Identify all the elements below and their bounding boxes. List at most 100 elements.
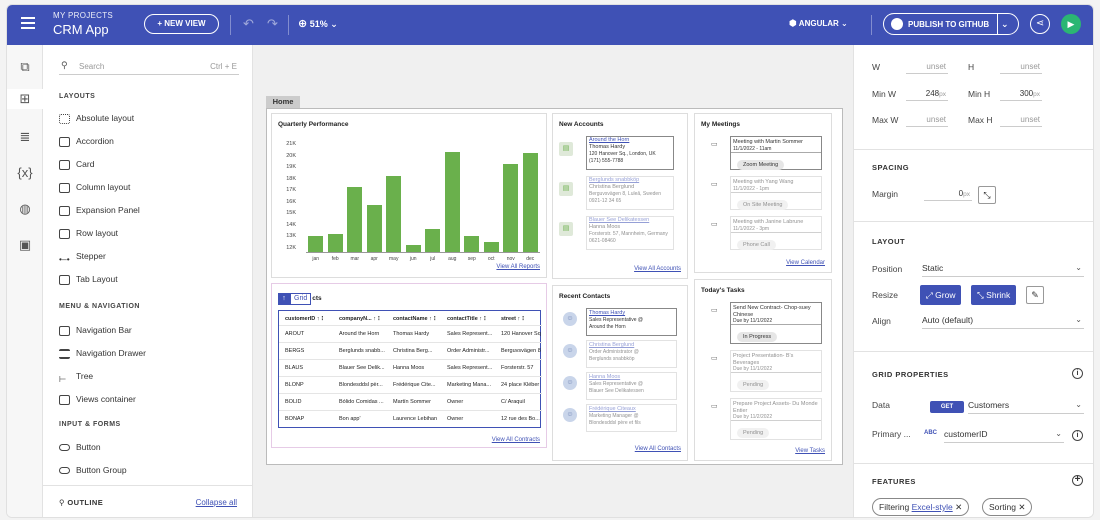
component-stepper[interactable]: •–• Stepper <box>59 249 106 264</box>
list-item[interactable]: ▭ Project Presentation- B's Beverages Due … <box>701 350 823 394</box>
meeting-type-chip[interactable]: Zoom Meeting <box>737 160 785 170</box>
list-item[interactable]: ▭ Meeting with Janine Labrune 11/1/2022 - … <box>701 216 823 252</box>
meetings-card[interactable]: My Meetings ▭ Meeting with Martin Sommer 1… <box>694 113 832 273</box>
new-view-button[interactable]: + NEW VIEW <box>144 14 219 34</box>
list-item[interactable]: ▤ Berglunds snabbköp Christina Berglund Ber… <box>559 176 675 212</box>
view-contacts-link[interactable]: View All Contacts <box>634 446 681 452</box>
min-width-field[interactable]: 248px <box>906 89 948 101</box>
framework-select[interactable]: ⬢ ANGULAR ⌄ <box>789 18 848 29</box>
list-item[interactable]: ☺ Thomas Hardy Sales Representative @ Aroun… <box>559 308 679 338</box>
tasks-card[interactable]: Today's Tasks ▭ Send New Contract- Chop-s… <box>694 279 832 461</box>
list-item[interactable]: ▭ Meeting with Martin Sommer 11/1/2022 - 1… <box>701 136 823 172</box>
excel-style-link[interactable]: Excel-style <box>911 502 953 512</box>
assets-icon[interactable]: ▣ <box>18 237 32 252</box>
component-views-container[interactable]: Views container <box>59 392 136 406</box>
table-row[interactable]: BERGS Berglunds snabb... Christina Berg...… <box>279 342 542 359</box>
variables-icon[interactable]: {x} <box>17 165 33 180</box>
component-navigation-drawer[interactable]: Navigation Drawer <box>59 346 146 360</box>
component-column-layout[interactable]: Column layout <box>59 180 130 194</box>
play-icon[interactable]: ▶ <box>1061 14 1081 34</box>
info-icon[interactable]: i <box>1072 430 1083 441</box>
component-tree[interactable]: ⊢ Tree <box>59 369 93 384</box>
table-row[interactable]: BLAUS Blauer See Delik... Hanna Moos Sales … <box>279 359 542 376</box>
sorting-chip[interactable]: Sorting ✕ <box>982 498 1033 516</box>
table-row[interactable]: AROUT Around the Horn Thomas Hardy Sales Re… <box>279 325 542 342</box>
meeting-type-chip[interactable]: On Site Meeting <box>737 200 789 210</box>
list-item[interactable]: ▭ Send New Contract- Chop-suey Chinese Due… <box>701 302 823 346</box>
task-status-chip[interactable]: Pending <box>737 380 770 390</box>
account-name[interactable]: Around the Horn <box>589 137 630 143</box>
undo-icon[interactable]: ↶ <box>243 16 254 31</box>
task-status-chip[interactable]: In Progress <box>737 332 778 342</box>
list-item[interactable]: ☺ Christina Berglund Order Administrator @… <box>559 340 679 370</box>
component-row-layout[interactable]: Row layout <box>59 226 118 240</box>
view-calendar-link[interactable]: View Calendar <box>786 260 825 266</box>
theme-icon[interactable]: ◍ <box>19 201 31 216</box>
contacts-card[interactable]: Recent Contacts ☺ Thomas Hardy Sales Repre… <box>552 285 688 461</box>
close-icon[interactable]: ✕ <box>1018 502 1026 512</box>
primary-key-select[interactable]: customerID ⌄ <box>944 429 1064 443</box>
account-name[interactable]: Berglunds snabbköp <box>589 177 640 183</box>
components-icon[interactable]: ⊞ <box>7 89 43 109</box>
view-contracts-link[interactable]: View All Contracts <box>491 437 540 443</box>
column-header[interactable]: contactTitle ↑⋮ <box>447 316 488 322</box>
chevron-down-icon[interactable]: ⌄ <box>1001 19 1009 29</box>
column-header[interactable]: customerID ↑⋮ <box>285 316 326 322</box>
align-select[interactable]: Auto (default) ⌄ <box>922 315 1084 329</box>
contact-name[interactable]: Christina Berglund <box>589 342 635 348</box>
list-item[interactable]: ▭ Meeting with Yang Wang 11/1/2022 - 1pm On… <box>701 176 823 212</box>
list-item[interactable]: ▤ Blauer See Delikatessen Hanna Moos Forste… <box>559 216 675 252</box>
width-field[interactable]: unset <box>906 62 948 74</box>
meeting-type-chip[interactable]: Phone Call <box>737 240 776 250</box>
task-status-chip[interactable]: Pending <box>737 428 770 438</box>
column-header[interactable]: companyN... ↑⋮ <box>339 316 382 322</box>
component-accordion[interactable]: Accordion <box>59 134 114 148</box>
search-input[interactable]: ⚲ Search Ctrl + E <box>59 59 239 75</box>
max-width-field[interactable]: unset <box>906 115 948 127</box>
component-absolute-layout[interactable]: Absolute layout <box>59 111 134 125</box>
contact-name[interactable]: Hanna Moos <box>589 374 621 380</box>
customers-grid[interactable]: customerID ↑⋮ companyN... ↑⋮ contactName… <box>278 310 542 428</box>
project-label[interactable]: MY PROJECTS <box>53 11 114 20</box>
view-accounts-link[interactable]: View All Accounts <box>634 266 681 272</box>
list-item[interactable]: ☺ Frédérique Citeaux Marketing Manager @ Bl… <box>559 404 679 434</box>
data-icon[interactable]: ≣ <box>19 129 31 144</box>
column-header[interactable]: street ↑⋮ <box>501 316 526 322</box>
min-height-field[interactable]: 300px <box>1000 89 1042 101</box>
design-canvas[interactable]: Home Quarterly Performance 12K 13K 14K 15K 1… <box>253 45 853 517</box>
component-expansion-panel[interactable]: Expansion Panel <box>59 203 140 217</box>
close-icon[interactable]: ✕ <box>955 502 963 512</box>
views-icon[interactable]: ⧉ <box>20 59 30 74</box>
view-tab-home[interactable]: Home <box>266 96 300 108</box>
performance-card[interactable]: Quarterly Performance 12K 13K 14K 15K 16K 17K… <box>271 113 547 278</box>
shrink-button[interactable]: ⤡ Shrink <box>971 285 1017 305</box>
menu-icon[interactable] <box>21 17 35 31</box>
data-select[interactable]: Customers ⌄ <box>968 400 1084 414</box>
redo-icon[interactable]: ↷ <box>267 16 278 31</box>
publish-button[interactable]: PUBLISH TO GITHUB ⌄ <box>883 13 1019 35</box>
edit-icon[interactable]: ✎ <box>1026 286 1044 304</box>
accounts-card[interactable]: New Accounts ▤ Around the Horn Thomas Hard… <box>552 113 688 279</box>
arrow-up-icon[interactable]: ↑ <box>278 293 290 305</box>
margin-link-icon[interactable]: ⤡ <box>978 186 996 204</box>
view-reports-link[interactable]: View All Reports <box>496 264 540 270</box>
view-tasks-link[interactable]: View Tasks <box>795 448 825 454</box>
component-card[interactable]: Card <box>59 157 94 171</box>
contact-name[interactable]: Thomas Hardy <box>589 310 626 316</box>
list-item[interactable]: ▭ Prepare Project Assets- Du Monde Entier… <box>701 398 823 442</box>
page-frame[interactable]: Quarterly Performance 12K 13K 14K 15K 16K 17K… <box>266 108 843 465</box>
margin-field[interactable]: 0px <box>924 189 972 201</box>
position-select[interactable]: Static ⌄ <box>922 263 1084 277</box>
zoom-control[interactable]: ⊕ 51% ⌄ <box>298 17 338 30</box>
component-button[interactable]: Button <box>59 440 101 454</box>
account-name[interactable]: Blauer See Delikatessen <box>589 217 650 223</box>
table-row[interactable]: BONAP Bon app' Laurence Lebihan Owner 12 rue… <box>279 410 542 427</box>
share-icon[interactable]: ⋖ <box>1030 14 1050 34</box>
outline-title[interactable]: ⚲ OUTLINE <box>59 498 103 507</box>
max-height-field[interactable]: unset <box>1000 115 1042 127</box>
list-item[interactable]: ▤ Around the Horn Thomas Hardy 120 Hanover … <box>559 136 675 172</box>
filtering-chip[interactable]: Filtering Excel-style ✕ <box>872 498 970 516</box>
component-button-group[interactable]: Button Group <box>59 463 127 477</box>
component-tab-layout[interactable]: Tab Layout <box>59 272 118 286</box>
collapse-all-link[interactable]: Collapse all <box>195 498 237 507</box>
